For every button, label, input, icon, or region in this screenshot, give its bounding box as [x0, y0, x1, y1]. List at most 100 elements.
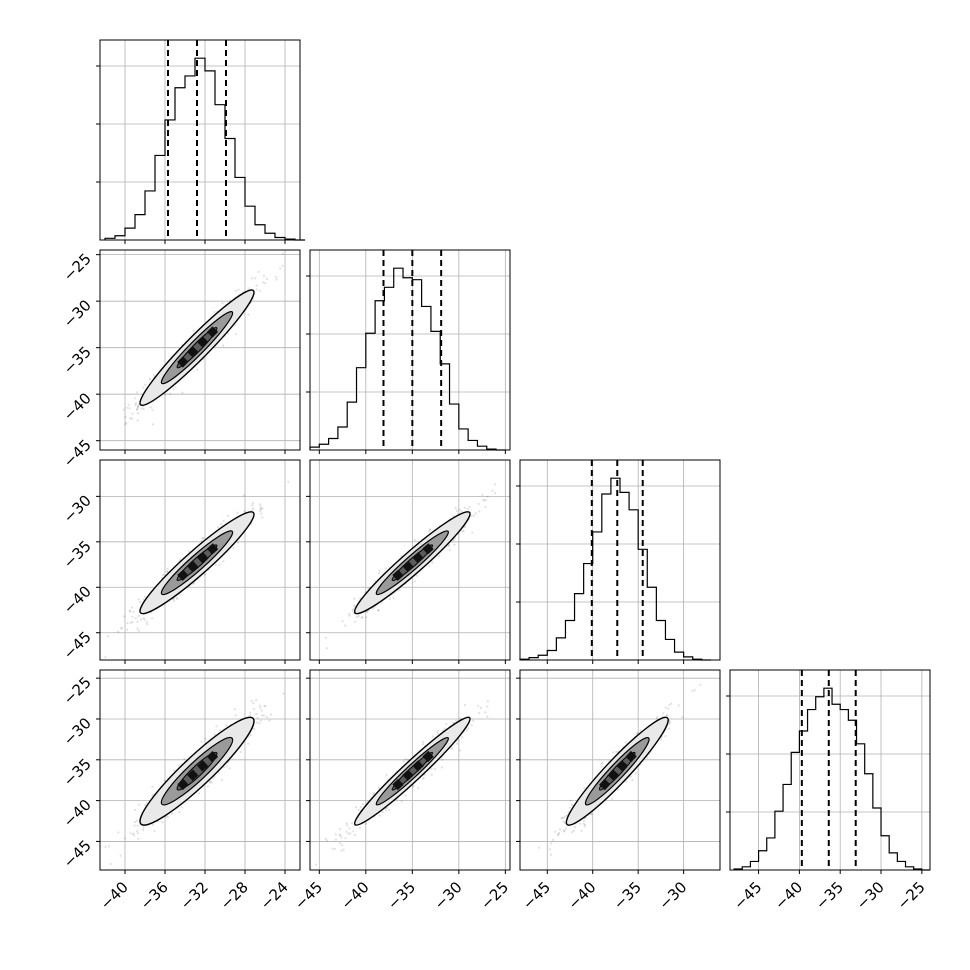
scatter-point — [262, 274, 266, 277]
scatter-point — [341, 844, 344, 847]
scatter-point — [262, 714, 265, 717]
scatter-point — [135, 830, 139, 833]
scatter-point — [344, 624, 347, 627]
scatter-point — [453, 543, 456, 546]
scatter-point — [582, 820, 586, 823]
x-tick-label: −35 — [812, 878, 847, 913]
scatter-point — [455, 719, 458, 722]
scatter-point — [136, 391, 139, 394]
scatter-point — [239, 750, 242, 754]
scatter-point — [461, 736, 464, 739]
scatter-point — [128, 407, 131, 410]
scatter-point — [137, 615, 140, 618]
scatter-point — [128, 609, 131, 612]
scatter-point — [360, 616, 363, 619]
scatter-point — [354, 620, 357, 623]
scatter-point — [494, 492, 497, 495]
x-tick-label: −35 — [384, 878, 419, 913]
scatter-point — [136, 405, 140, 408]
scatter-point — [338, 833, 341, 836]
scatter-point — [579, 822, 582, 825]
scatter-point — [537, 846, 541, 849]
scatter-point — [582, 822, 585, 825]
histogram-step — [309, 267, 506, 451]
scatter-point — [251, 501, 254, 505]
scatter-point — [129, 417, 132, 420]
y-tick-label: −35 — [60, 755, 95, 790]
y-tick-label: −30 — [60, 296, 95, 331]
scatter-point — [124, 415, 127, 419]
scatter-point — [264, 704, 267, 708]
panel-3-1: −45 −40 −35 −30 −25 — [291, 669, 512, 913]
scatter-point — [215, 725, 218, 728]
scatter-point — [143, 595, 146, 598]
scatter-point — [314, 863, 318, 866]
scatter-point — [220, 778, 224, 782]
scatter-point — [169, 392, 172, 395]
scatter-point — [258, 503, 262, 506]
scatter-point — [176, 597, 179, 601]
scatter-point — [222, 560, 225, 563]
scatter-point — [611, 797, 614, 800]
scatter-point — [136, 419, 139, 422]
scatter-point — [117, 630, 120, 634]
scatter-point — [106, 635, 109, 638]
scatter-point — [447, 545, 450, 548]
scatter-point — [486, 715, 489, 718]
y-tick-label: −45 — [60, 628, 95, 663]
scatter-point — [486, 495, 489, 498]
scatter-point — [340, 849, 343, 852]
scatter-point — [151, 823, 155, 827]
scatter-point — [134, 820, 137, 824]
x-tick-label: −40 — [97, 878, 132, 913]
scatter-point — [259, 719, 262, 722]
scatter-point — [134, 403, 137, 406]
scatter-point — [249, 733, 252, 737]
scatter-point — [478, 712, 481, 715]
scatter-point — [171, 812, 174, 815]
scatter-point — [123, 615, 126, 618]
scatter-point — [125, 422, 128, 425]
scatter-point — [252, 702, 255, 705]
scatter-point — [491, 489, 494, 492]
grid-lines — [730, 670, 930, 870]
scatter-point — [144, 383, 147, 386]
grid-lines — [100, 40, 300, 240]
scatter-point — [143, 618, 146, 621]
scatter-point — [485, 499, 488, 502]
scatter-point — [232, 546, 235, 550]
scatter-point — [612, 751, 615, 754]
scatter-point — [254, 277, 257, 280]
scatter-point — [472, 514, 475, 517]
scatter-point — [361, 803, 364, 806]
scatter-point — [151, 423, 154, 426]
scatter-point — [400, 800, 403, 803]
scatter-point — [233, 708, 236, 711]
scatter-point — [467, 727, 470, 730]
scatter-point — [259, 505, 262, 508]
histogram-step — [733, 687, 930, 871]
scatter-point — [206, 785, 209, 788]
scatter-point — [351, 822, 354, 825]
scatter-point — [664, 706, 667, 709]
scatter-point — [662, 712, 665, 715]
scatter-point — [353, 604, 356, 607]
scatter-point — [448, 544, 451, 547]
scatter-point — [282, 692, 285, 695]
scatter-point — [268, 719, 271, 722]
scatter-point — [131, 620, 134, 624]
scatter-point — [260, 512, 263, 515]
scatter-point — [119, 854, 122, 857]
scatter-point — [140, 407, 143, 410]
scatter-point — [265, 715, 268, 719]
scatter-point — [142, 408, 145, 411]
scatter-point — [438, 554, 441, 558]
scatter-point — [125, 406, 128, 409]
scatter-point — [477, 704, 480, 707]
scatter-point — [181, 391, 184, 394]
scatter-point — [148, 378, 151, 381]
scatter-point — [427, 530, 431, 533]
scatter-point — [175, 596, 178, 599]
scatter-point — [243, 510, 246, 513]
scatter-point — [451, 747, 454, 750]
